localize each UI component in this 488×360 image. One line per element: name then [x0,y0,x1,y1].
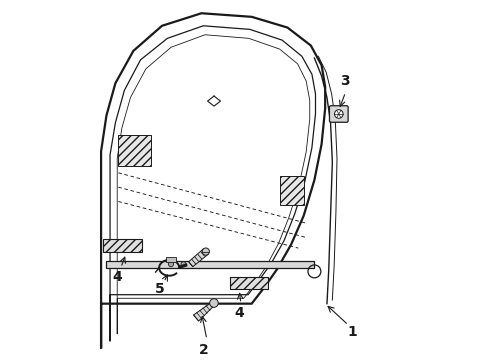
Polygon shape [102,239,142,252]
Text: 5: 5 [155,282,165,296]
Polygon shape [188,249,208,267]
Polygon shape [230,278,267,289]
Circle shape [334,110,343,118]
Polygon shape [193,302,215,321]
Polygon shape [118,135,151,166]
Text: 1: 1 [346,325,356,339]
Polygon shape [165,257,176,262]
Text: 3: 3 [339,75,349,88]
Text: 2: 2 [198,343,208,357]
Circle shape [202,248,209,255]
FancyBboxPatch shape [329,106,347,122]
Polygon shape [279,176,304,205]
Circle shape [209,299,218,307]
Polygon shape [106,261,314,268]
Text: 4: 4 [112,270,122,284]
Circle shape [168,262,173,267]
Circle shape [181,262,185,267]
Text: 4: 4 [234,306,244,320]
